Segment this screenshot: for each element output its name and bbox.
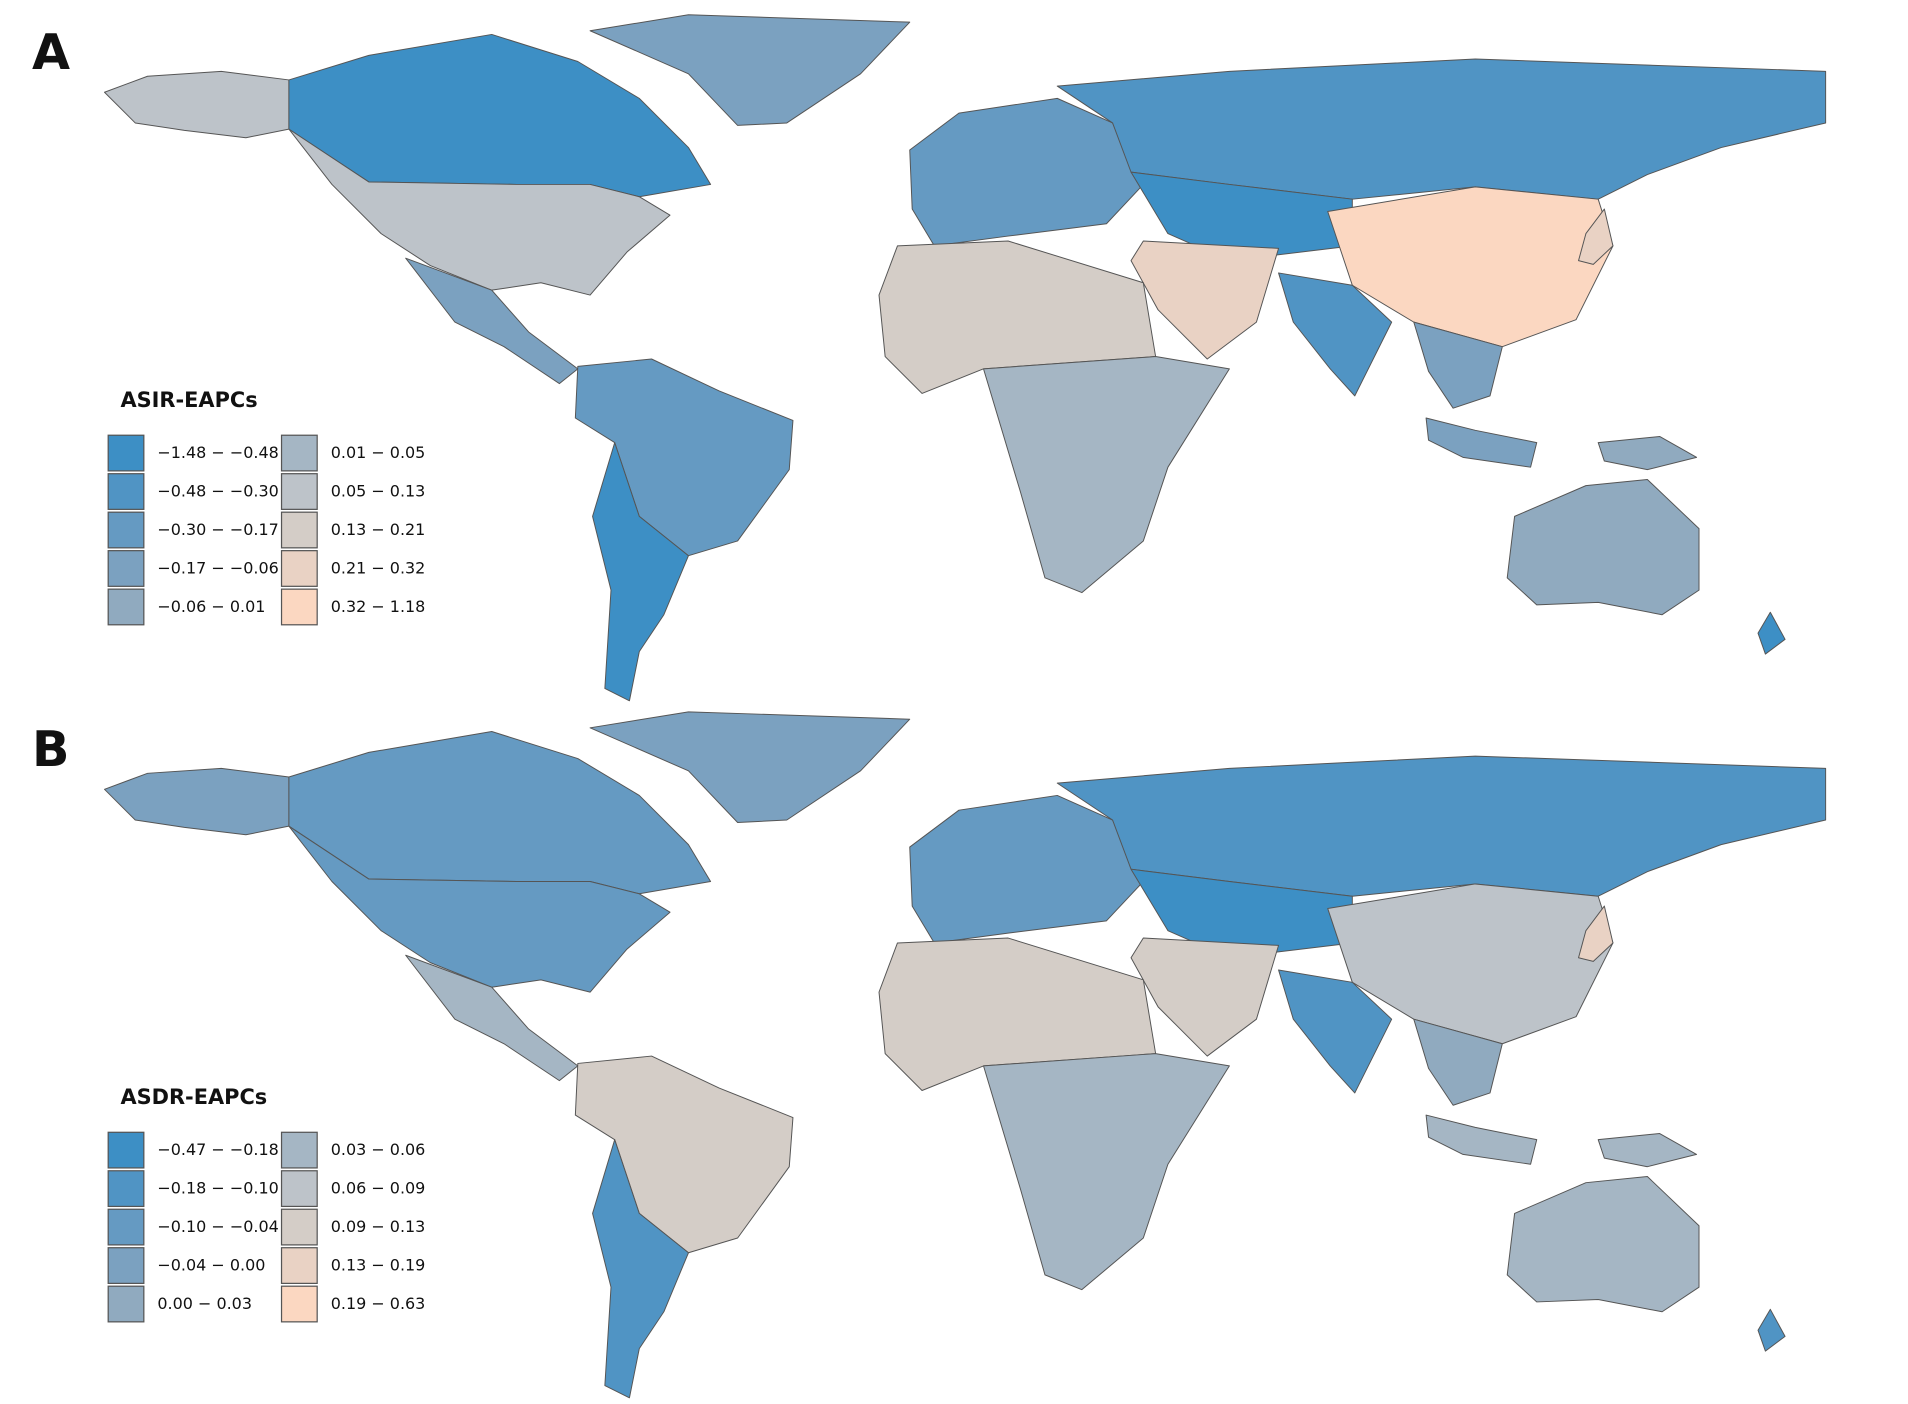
legend-label: 0.01 − 0.05 [331, 443, 426, 462]
land-region [288, 825, 671, 993]
land-region [1597, 435, 1698, 471]
land-region [1130, 240, 1280, 360]
legend-label: −0.17 − −0.06 [157, 559, 278, 578]
legend-swatch [107, 550, 145, 587]
legend-swatch [107, 511, 145, 549]
land-region [1130, 937, 1280, 1057]
legend-swatch [280, 550, 318, 587]
legend-swatch [280, 1131, 318, 1169]
land-region [983, 1053, 1230, 1291]
legend-swatch [280, 511, 318, 549]
legend-label: −0.18 − −0.10 [157, 1179, 278, 1198]
land-region [405, 954, 579, 1082]
panel-label: B [32, 720, 69, 778]
land-region [983, 356, 1230, 594]
legend-title: ASIR-EAPCs [120, 388, 257, 412]
land-region [104, 70, 290, 139]
legend-label: −0.04 − 0.00 [157, 1256, 265, 1275]
legend-swatch [280, 588, 318, 626]
land-region [1578, 905, 1614, 962]
land-region [909, 794, 1144, 944]
land-region [1506, 1176, 1700, 1313]
land-region [104, 767, 290, 836]
legend-label: −0.48 − −0.30 [157, 482, 278, 501]
map-panel: A ASIR-EAPCs −1.48 − −0.48 −0.48 − −0.30 −0.… [32, 14, 1827, 702]
legend-swatch [107, 473, 145, 510]
legend-label: 0.13 − 0.21 [331, 520, 426, 539]
land-region [574, 358, 794, 557]
land-region [288, 128, 671, 296]
land-region [1327, 186, 1614, 348]
panel-label: A [32, 23, 70, 81]
map-panel: B ASDR-EAPCs −0.47 − −0.18 −0.18 − −0.10 −0.… [32, 711, 1827, 1399]
land-region [589, 14, 911, 126]
land-region [1413, 1018, 1503, 1106]
land-region [1327, 883, 1614, 1045]
legend-label: 0.21 − 0.32 [331, 559, 426, 578]
land-region [1757, 611, 1786, 655]
land-region [592, 442, 689, 702]
land-region [1757, 1308, 1786, 1352]
legend-label: 0.19 − 0.63 [331, 1294, 426, 1313]
legend-label: −0.06 − 0.01 [157, 597, 265, 616]
land-region [1425, 417, 1538, 468]
land-region [405, 257, 579, 385]
land-region [574, 1055, 794, 1254]
land-region [1425, 1114, 1538, 1165]
land-region [1506, 478, 1700, 616]
legend-label: −1.48 − −0.48 [157, 443, 278, 462]
legend-swatch [280, 1285, 318, 1323]
legend-label: 0.00 − 0.03 [157, 1294, 252, 1313]
legend-label: 0.09 − 0.13 [331, 1217, 426, 1236]
land-region [909, 97, 1144, 247]
legend-swatch [107, 1247, 145, 1284]
legend-title: ASDR-EAPCs [120, 1085, 267, 1109]
legend-swatch [280, 473, 318, 510]
land-region [1278, 969, 1393, 1094]
legend-label: 0.03 − 0.06 [331, 1140, 426, 1159]
legend-label: −0.10 − −0.04 [157, 1217, 278, 1236]
legend-label: 0.05 − 0.13 [331, 482, 426, 501]
legend-label: 0.32 − 1.18 [331, 597, 426, 616]
legend-swatch [280, 1170, 318, 1208]
legend-label: 0.06 − 0.09 [331, 1179, 426, 1198]
legend-swatch [107, 1285, 145, 1323]
legend-swatch [280, 1208, 318, 1246]
land-region [1413, 321, 1503, 409]
land-region [589, 711, 911, 823]
legend-swatch [107, 588, 145, 626]
legend-swatch [107, 1170, 145, 1208]
legend-swatch [280, 1247, 318, 1284]
legend-swatch [107, 1208, 145, 1246]
legend-swatch [280, 434, 318, 472]
legend-label: 0.13 − 0.19 [331, 1256, 426, 1275]
land-region [1578, 208, 1614, 265]
legend-label: −0.30 − −0.17 [157, 520, 278, 539]
land-region [1597, 1133, 1698, 1168]
land-region [592, 1139, 689, 1399]
legend-label: −0.47 − −0.18 [157, 1140, 278, 1159]
legend-swatch [107, 434, 145, 472]
land-region [1278, 272, 1393, 397]
legend-swatch [107, 1131, 145, 1169]
